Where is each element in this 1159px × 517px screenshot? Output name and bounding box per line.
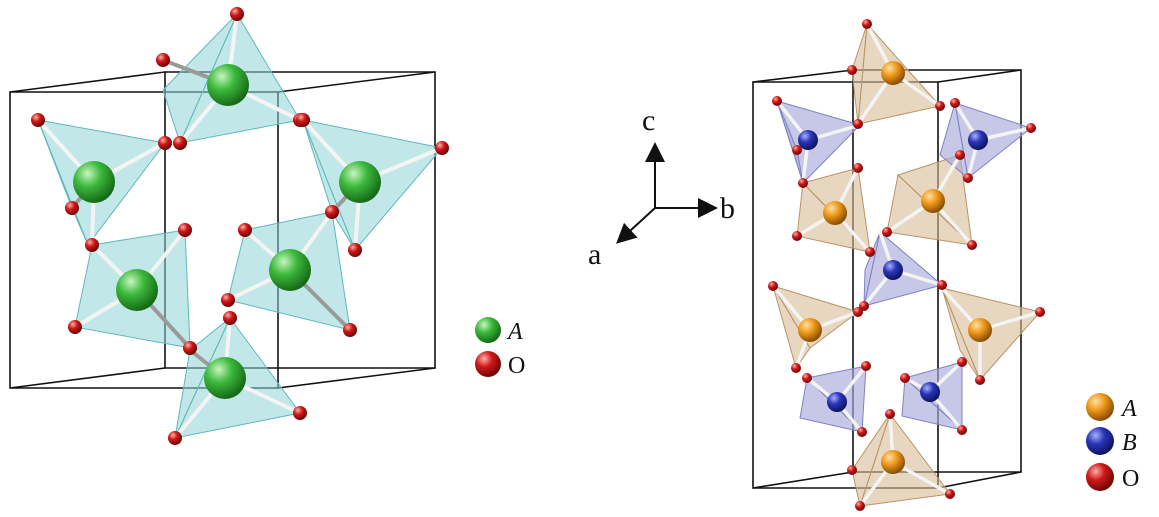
o-atom: [900, 373, 910, 383]
o-atom: [855, 501, 865, 511]
o-atom: [802, 373, 812, 383]
legend-o-label: O: [508, 353, 525, 379]
right-b-atoms: [798, 130, 988, 412]
o-atom: [792, 145, 802, 155]
o-atom: [348, 243, 362, 257]
o-atom: [68, 320, 82, 334]
legend-o-label: O: [1122, 466, 1139, 492]
o-atom: [847, 65, 857, 75]
o-atom: [935, 101, 945, 111]
axes-indicator: c b a: [588, 104, 735, 271]
o-atom: [85, 238, 99, 252]
o-atom: [772, 96, 782, 106]
o-atom: [293, 406, 307, 420]
a-atom: [823, 201, 847, 225]
o-atom: [945, 489, 955, 499]
o-atom: [173, 136, 187, 150]
a-atom: [881, 61, 905, 85]
legend-o-swatch: [1086, 463, 1114, 491]
o-atom: [183, 341, 197, 355]
o-atom: [168, 431, 182, 445]
axis-b-label: b: [720, 192, 735, 225]
a-atom: [339, 161, 381, 203]
left-legend: A O: [475, 317, 525, 379]
o-atom: [791, 363, 801, 373]
o-atom: [325, 205, 339, 219]
b-atom: [798, 130, 818, 150]
axis-a-label: a: [588, 238, 601, 271]
b-atom: [883, 260, 903, 280]
o-atom: [853, 163, 863, 173]
o-atom: [847, 465, 857, 475]
o-atom: [955, 150, 965, 160]
legend-a-swatch: [475, 317, 501, 343]
legend-o-swatch: [475, 351, 501, 377]
a-atom: [73, 161, 115, 203]
o-atom: [937, 280, 947, 290]
legend-a-label: A: [1120, 396, 1137, 422]
o-atom: [857, 427, 867, 437]
legend-a-swatch: [1086, 393, 1114, 421]
o-atom: [238, 223, 252, 237]
a-atom: [116, 269, 158, 311]
left-o-atoms: [31, 7, 449, 445]
legend-a-label: A: [506, 319, 523, 345]
legend-b-label: B: [1122, 430, 1137, 456]
o-atom: [223, 311, 237, 325]
o-atom: [853, 119, 863, 129]
o-atom: [865, 247, 875, 257]
o-atom: [957, 425, 967, 435]
o-atom: [158, 136, 172, 150]
b-atom: [920, 382, 940, 402]
o-atom: [853, 307, 863, 317]
o-atom: [296, 113, 310, 127]
legend-b-swatch: [1086, 427, 1114, 455]
o-atom: [882, 227, 892, 237]
o-atom: [950, 98, 960, 108]
o-atom: [885, 409, 895, 419]
b-atom: [827, 392, 847, 412]
o-atom: [975, 375, 985, 385]
o-atom: [435, 141, 449, 155]
o-atom: [1026, 123, 1036, 133]
o-atom: [230, 7, 244, 21]
o-atom: [862, 19, 872, 29]
a-atom: [921, 189, 945, 213]
a-atom: [968, 318, 992, 342]
o-atom: [792, 231, 802, 241]
a-atom: [207, 64, 249, 106]
o-atom: [768, 281, 778, 291]
right-a-atoms: [798, 61, 992, 474]
a-atom: [269, 249, 311, 291]
left-a-atoms: [73, 64, 381, 399]
o-atom: [65, 201, 79, 215]
o-atom: [957, 357, 967, 367]
o-atom: [156, 53, 170, 67]
right-legend: A B O: [1086, 393, 1139, 492]
b-atom: [968, 130, 988, 150]
o-atom: [221, 293, 235, 307]
o-atom: [798, 178, 808, 188]
axis-a-arrow: [616, 207, 656, 244]
left-structure: A O: [9, 7, 525, 445]
o-atom: [1035, 307, 1045, 317]
a-atom: [204, 357, 246, 399]
a-atom: [798, 318, 822, 342]
o-atom: [963, 173, 973, 183]
o-atom: [861, 361, 871, 371]
a-atom: [881, 450, 905, 474]
o-atom: [31, 113, 45, 127]
right-structure: A B O: [752, 19, 1139, 511]
o-atom: [178, 223, 192, 237]
axis-c-label: c: [642, 104, 655, 137]
o-atom: [967, 240, 977, 250]
o-atom: [343, 323, 357, 337]
right-o-atoms: [768, 19, 1045, 511]
